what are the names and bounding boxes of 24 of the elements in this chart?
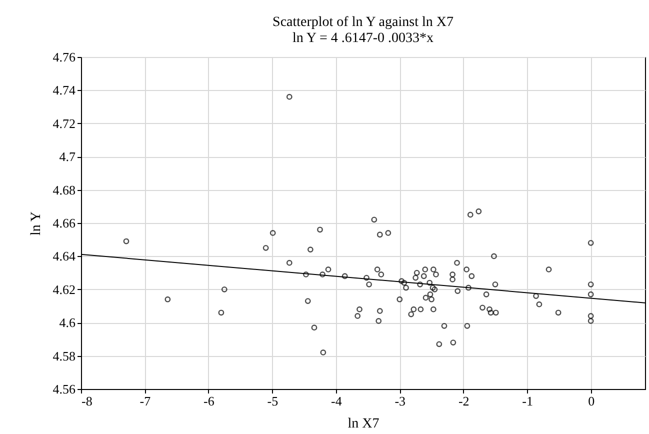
x-tick-label: -7	[140, 394, 152, 408]
y-axis-title: ln Y	[28, 212, 44, 236]
y-tick-label: 4.6	[59, 315, 76, 330]
x-tick-label: 0	[588, 394, 595, 408]
x-tick-label: -1	[522, 394, 534, 408]
x-tick-label: -8	[82, 394, 92, 408]
y-tick-label: 4.76	[52, 50, 76, 64]
y-tick-label: 4.58	[52, 348, 76, 364]
y-tick-label: 4.72	[52, 116, 76, 131]
x-tick-label: -2	[458, 394, 470, 408]
y-tick-label: 4.7	[59, 149, 76, 164]
y-tick-label: 4.74	[52, 82, 76, 98]
y-tick-label: 4.66	[52, 216, 76, 230]
y-tick-label: 4.62	[52, 282, 76, 297]
x-axis-title: ln X7	[348, 416, 380, 432]
x-tick-label: -3	[394, 394, 406, 408]
y-tick-label: 4.64	[52, 248, 76, 264]
x-tick-label: -6	[204, 394, 215, 408]
x-tick-label: -5	[267, 394, 278, 408]
y-tick-label: 4.56	[52, 382, 76, 396]
chart-title: Scatterplot of ln Y against ln X7	[272, 15, 454, 30]
y-tick-label: 4.68	[52, 182, 76, 198]
chart-subtitle: ln Y = 4 .6147-0 .0033*x	[292, 31, 434, 46]
x-tick-label: -4	[330, 394, 342, 408]
